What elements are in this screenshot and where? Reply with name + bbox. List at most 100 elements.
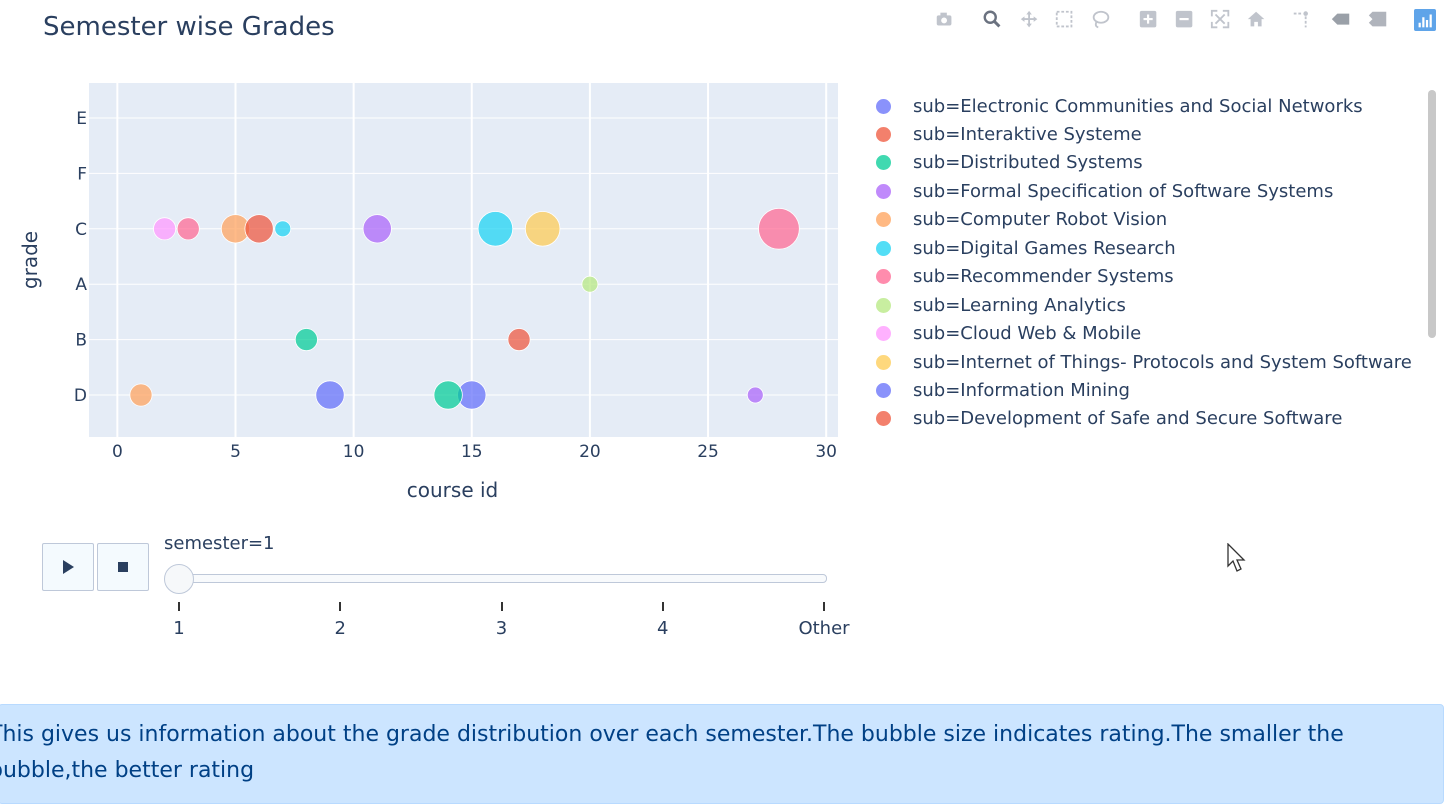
legend-marker — [876, 155, 891, 171]
legend-item[interactable]: sub=Learning Analytics — [870, 291, 1126, 319]
bubble-point[interactable] — [507, 328, 531, 352]
zoom-button[interactable] — [980, 7, 1006, 33]
slider-step-label[interactable]: 2 — [334, 618, 346, 639]
zoom-in-button[interactable] — [1136, 7, 1162, 33]
x-axis-label: course id — [407, 478, 498, 502]
mouse-cursor-icon — [1227, 543, 1246, 572]
slider-tick — [339, 602, 342, 611]
legend-marker — [876, 212, 891, 228]
legend-marker — [876, 383, 891, 398]
slider-current-value: semester=1 — [164, 533, 275, 554]
legend-label: sub=Electronic Communities and Social Ne… — [913, 95, 1363, 117]
box-select-icon — [1055, 10, 1073, 28]
play-button[interactable] — [42, 543, 94, 591]
x-tick-label: 10 — [343, 442, 365, 462]
bubble-point[interactable] — [758, 208, 800, 250]
autoscale-button[interactable] — [1208, 7, 1234, 33]
bubble-point[interactable] — [176, 217, 200, 241]
camera-icon — [936, 12, 952, 26]
info-note-text: This gives us information about the grad… — [0, 722, 1344, 783]
camera-button[interactable] — [932, 7, 958, 33]
legend-marker — [876, 354, 891, 370]
zoom-icon — [983, 10, 1001, 28]
bubble-point[interactable] — [129, 383, 153, 407]
bubble-point[interactable] — [746, 386, 764, 404]
legend-label: sub=Cloud Web & Mobile — [913, 323, 1142, 345]
x-tick-label: 5 — [230, 442, 241, 462]
chart-title: Semester wise Grades — [43, 12, 335, 42]
hover-compare-button[interactable] — [1365, 7, 1391, 33]
bubble-point[interactable] — [477, 211, 514, 247]
slider-rail[interactable] — [177, 574, 827, 583]
legend-marker — [876, 411, 891, 427]
bubble-point[interactable] — [244, 214, 274, 244]
legend-item[interactable]: sub=Information Mining — [870, 377, 1130, 405]
spike-lines-button[interactable] — [1289, 7, 1315, 33]
legend-item[interactable]: sub=Cloud Web & Mobile — [870, 320, 1141, 348]
legend-marker — [876, 326, 891, 342]
spike-lines-icon — [1293, 11, 1308, 28]
plotly-logo-icon — [1414, 9, 1436, 31]
plotly-logo-button[interactable] — [1412, 7, 1438, 33]
x-tick-label: 25 — [697, 442, 719, 462]
slider-handle[interactable] — [164, 564, 194, 594]
box-select-button[interactable] — [1052, 7, 1078, 33]
slider-tick — [661, 602, 664, 611]
zoom-out-button[interactable] — [1172, 7, 1198, 33]
legend-marker — [876, 269, 891, 285]
bubble-point[interactable] — [524, 211, 561, 247]
bubble-point[interactable] — [362, 214, 392, 244]
legend-label: sub=Learning Analytics — [913, 294, 1126, 316]
slider-tick — [178, 602, 180, 611]
slider-step-label[interactable]: Other — [798, 618, 850, 639]
legend-item[interactable]: sub=Internet of Things- Protocols and Sy… — [870, 348, 1412, 376]
modebar — [928, 4, 1438, 34]
legend-item[interactable]: sub=Digital Games Research — [870, 234, 1176, 262]
hover-closest-icon — [1331, 13, 1350, 25]
legend-item[interactable]: sub=Computer Robot Vision — [870, 206, 1167, 234]
lasso-select-button[interactable] — [1088, 7, 1114, 33]
legend-marker — [876, 126, 891, 142]
slider-step-label[interactable]: 1 — [173, 618, 185, 639]
slider-step-label[interactable]: 3 — [495, 618, 508, 639]
legend-item[interactable]: sub=Formal Specification of Software Sys… — [870, 177, 1333, 205]
y-tick-label: F — [77, 164, 87, 184]
legend-item[interactable]: sub=Development of Safe and Secure Softw… — [870, 405, 1342, 433]
y-tick-label: C — [75, 220, 87, 240]
legend-marker — [876, 297, 891, 313]
legend-label: sub=Internet of Things- Protocols and Sy… — [913, 351, 1412, 373]
y-axis-label: grade — [18, 231, 42, 289]
bubble-point[interactable] — [433, 380, 463, 410]
hover-closest-button[interactable] — [1328, 7, 1354, 33]
bubble-point[interactable] — [315, 380, 345, 410]
legend: sub=Electronic Communities and Social Ne… — [870, 92, 1430, 438]
legend-item[interactable]: sub=Distributed Systems — [870, 149, 1143, 177]
y-tick-label: E — [76, 109, 87, 129]
reset-axes-button[interactable] — [1244, 7, 1270, 33]
slider-tick — [823, 602, 825, 611]
legend-label: sub=Recommender Systems — [913, 266, 1174, 288]
x-tick-label: 30 — [815, 442, 837, 462]
legend-item[interactable]: sub=Interaktive Systeme — [870, 120, 1142, 148]
legend-label: sub=Distributed Systems — [913, 152, 1143, 174]
hover-compare-icon — [1368, 11, 1387, 27]
autoscale-icon — [1210, 9, 1230, 29]
legend-label: sub=Digital Games Research — [913, 237, 1176, 259]
slider-step-label[interactable]: 4 — [657, 618, 669, 639]
stop-button[interactable] — [97, 543, 149, 591]
legend-item[interactable]: sub=Electronic Communities and Social Ne… — [870, 92, 1363, 120]
legend-marker — [876, 183, 891, 199]
legend-label: sub=Formal Specification of Software Sys… — [913, 180, 1334, 202]
pan-button[interactable] — [1017, 7, 1043, 33]
bubble-point[interactable] — [153, 217, 177, 241]
pan-icon — [1020, 10, 1038, 28]
legend-scrollbar[interactable] — [1428, 90, 1436, 338]
play-icon — [63, 560, 74, 574]
legend-item[interactable]: sub=Recommender Systems — [870, 263, 1174, 291]
bubble-point[interactable] — [581, 275, 599, 293]
bubble-point[interactable] — [294, 328, 318, 352]
zoom-in-icon — [1139, 10, 1157, 28]
lasso-select-icon — [1092, 10, 1110, 29]
bubble-point[interactable] — [274, 220, 292, 238]
